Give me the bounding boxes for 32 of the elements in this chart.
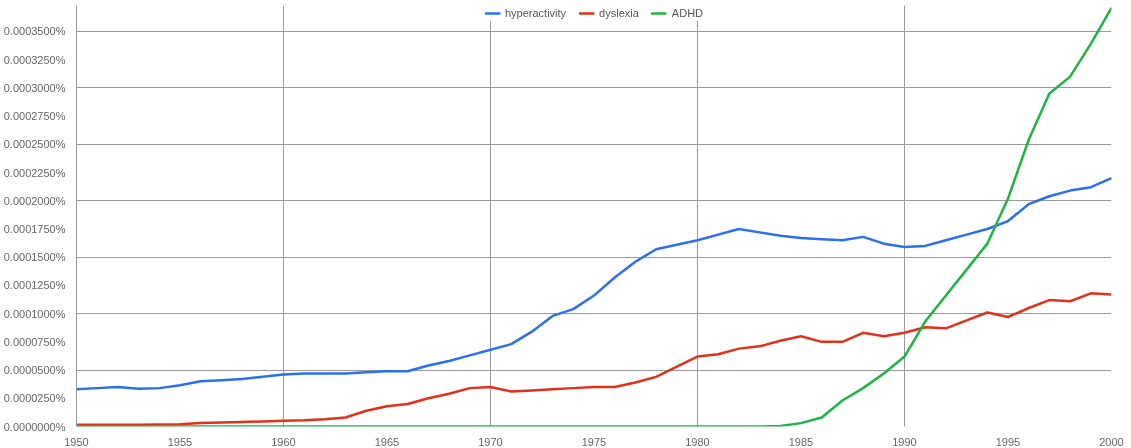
legend-label: ADHD — [671, 7, 704, 19]
y-tick-label: 0.0001000% — [3, 307, 66, 320]
x-tick-label: 1970 — [478, 435, 503, 448]
y-tick-label: 0.0003250% — [3, 53, 66, 66]
x-tick-label: 1950 — [64, 435, 89, 448]
x-tick-label: 1990 — [892, 435, 917, 448]
y-tick-label: 0.0002500% — [3, 138, 66, 151]
y-tick-label: 0.0003500% — [3, 25, 66, 38]
y-tick-label: 0.0001250% — [3, 279, 66, 292]
y-tick-label: 0.0000500% — [3, 364, 66, 377]
x-tick-label: 1975 — [581, 435, 607, 448]
legend-label: hyperactivity — [504, 7, 567, 19]
y-tick-label: 0.0000000% — [3, 420, 66, 433]
x-tick-label: 1985 — [788, 435, 814, 448]
legend-label: dyslexia — [599, 7, 639, 19]
line-series — [76, 292, 1112, 427]
x-tick-label: 1995 — [995, 435, 1021, 448]
y-tick-label: 0.0002750% — [3, 110, 66, 123]
y-tick-label: 0.0000750% — [3, 335, 66, 348]
x-tick-label: 1955 — [167, 435, 193, 448]
y-tick-label: 0.0003000% — [3, 81, 66, 94]
x-tick-label: 1980 — [685, 435, 710, 448]
y-tick-label: 0.0001750% — [3, 222, 66, 235]
y-tick-label: 0.0001500% — [3, 251, 66, 264]
y-tick-label: 0.0002250% — [3, 166, 66, 179]
x-tick-label: 1960 — [271, 435, 296, 448]
x-tick-label: 2000 — [1099, 435, 1124, 448]
y-tick-label: 0.0002000% — [3, 194, 66, 207]
line-series — [76, 176, 1112, 391]
x-tick-label: 1965 — [374, 435, 400, 448]
line-series — [76, 6, 1112, 427]
y-tick-label: 0.0000250% — [3, 392, 66, 405]
